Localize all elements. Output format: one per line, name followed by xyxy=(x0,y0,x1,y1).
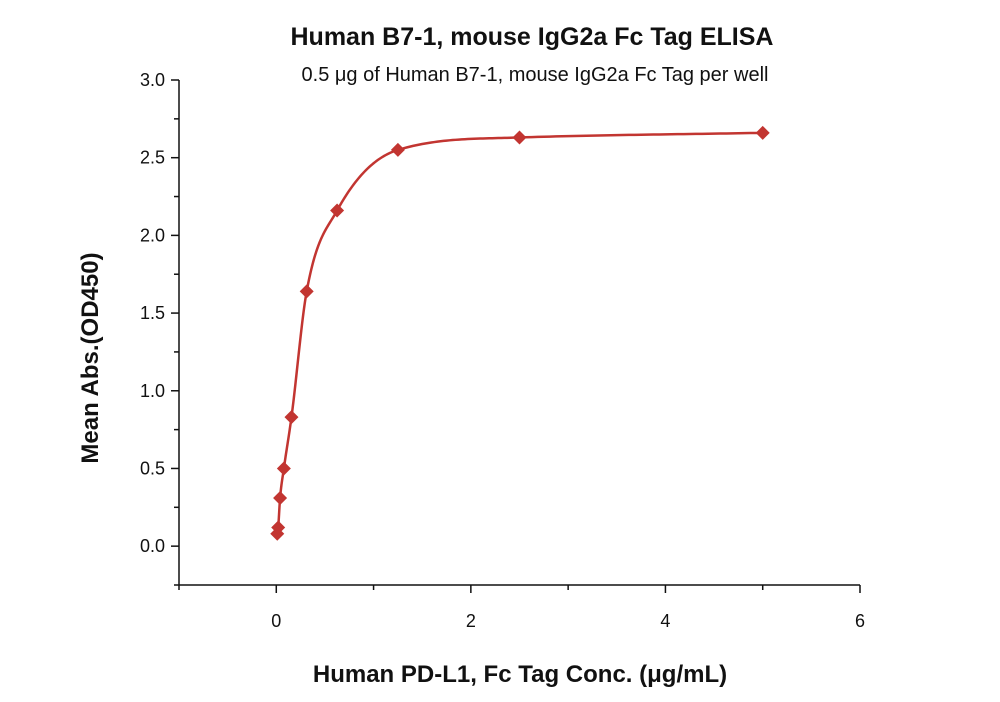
data-points xyxy=(270,125,770,541)
data-point xyxy=(299,284,314,299)
fit-curve xyxy=(276,131,763,534)
x-tick-label: 6 xyxy=(855,611,865,631)
data-point xyxy=(512,130,527,145)
x-ticks: 0 2 4 6 xyxy=(178,585,865,631)
data-point xyxy=(284,410,299,425)
data-point xyxy=(276,461,291,476)
x-tick-label: 0 xyxy=(271,611,281,631)
data-point xyxy=(390,142,405,157)
y-tick-label: 1.0 xyxy=(140,381,165,401)
x-tick-label: 4 xyxy=(660,611,670,631)
data-point xyxy=(271,520,286,535)
data-point xyxy=(273,490,288,505)
y-tick-label: 0.0 xyxy=(140,536,165,556)
chart-subtitle: 0.5 μg of Human B7-1, mouse IgG2a Fc Tag… xyxy=(302,64,769,86)
x-tick-label: 2 xyxy=(466,611,476,631)
y-ticks: 0.0 0.5 1.0 1.5 2.0 2.5 3.0 xyxy=(140,70,179,586)
chart-title: Human B7-1, mouse IgG2a Fc Tag ELISA xyxy=(291,23,774,51)
data-point xyxy=(330,203,345,218)
y-tick-label: 2.0 xyxy=(140,225,165,245)
y-tick-label: 1.5 xyxy=(140,303,165,323)
data-point xyxy=(755,125,770,140)
y-tick-label: 0.5 xyxy=(140,458,165,478)
y-axis-label: Mean Abs.(OD450) xyxy=(77,252,104,463)
y-tick-label: 3.0 xyxy=(140,70,165,90)
fit-curve-layer xyxy=(276,131,763,534)
y-tick-label: 2.5 xyxy=(140,148,165,168)
x-axis-label: Human PD-L1, Fc Tag Conc. (μg/mL) xyxy=(313,661,727,688)
